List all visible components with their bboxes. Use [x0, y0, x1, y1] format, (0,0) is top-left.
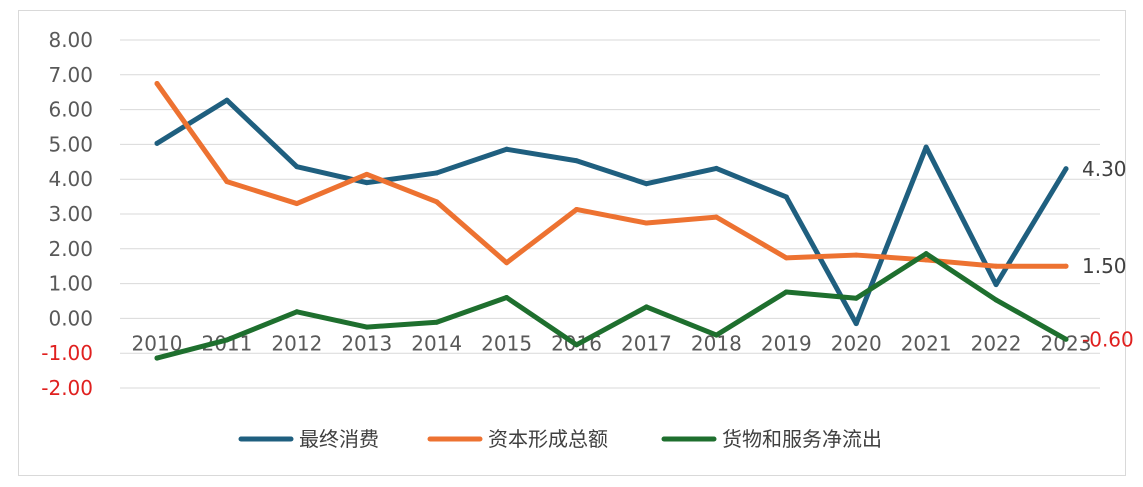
data-point[interactable] — [364, 171, 370, 177]
data-point[interactable] — [643, 181, 649, 187]
y-tick-label: 1.00 — [48, 272, 93, 296]
data-point[interactable] — [713, 165, 719, 171]
data-point[interactable] — [364, 180, 370, 186]
data-point[interactable] — [504, 146, 510, 152]
data-point[interactable] — [294, 201, 300, 207]
x-tick-label: 2023 — [1041, 331, 1092, 355]
x-tick-label: 2021 — [901, 331, 952, 355]
data-point[interactable] — [154, 81, 160, 86]
x-tick-label: 2017 — [621, 331, 672, 355]
data-point[interactable] — [993, 297, 999, 303]
x-tick-label: 2015 — [481, 331, 532, 355]
y-tick-label: 3.00 — [48, 202, 93, 226]
data-point[interactable] — [923, 257, 929, 263]
data-point[interactable] — [783, 194, 789, 200]
data-label: 1.50 — [1082, 254, 1127, 278]
data-point[interactable] — [643, 304, 649, 310]
x-tick-label: 2020 — [831, 331, 882, 355]
y-tick-label: 7.00 — [48, 63, 93, 87]
data-point[interactable] — [294, 164, 300, 170]
data-point[interactable] — [154, 140, 160, 146]
y-tick-label: 5.00 — [48, 132, 93, 156]
data-point[interactable] — [434, 170, 440, 176]
data-label: -0.60 — [1082, 327, 1134, 351]
x-tick-label: 2013 — [341, 331, 392, 355]
data-point[interactable] — [783, 289, 789, 295]
y-tick-label: -1.00 — [41, 341, 93, 365]
series-line-1[interactable] — [154, 97, 1069, 327]
data-point[interactable] — [1063, 166, 1069, 172]
legend-label: 最终消费 — [299, 427, 379, 451]
data-point[interactable] — [364, 324, 370, 330]
data-point[interactable] — [923, 144, 929, 150]
data-point[interactable] — [853, 321, 859, 327]
data-point[interactable] — [224, 97, 230, 103]
chart-frame — [18, 10, 1126, 476]
data-point[interactable] — [713, 332, 719, 338]
data-point[interactable] — [434, 319, 440, 325]
legend-label: 资本形成总额 — [488, 427, 608, 451]
y-tick-label: 4.00 — [48, 167, 93, 191]
data-point[interactable] — [434, 199, 440, 205]
y-tick-label: 2.00 — [48, 237, 93, 261]
x-tick-label: 2022 — [971, 331, 1022, 355]
data-point[interactable] — [574, 206, 580, 212]
legend-label: 货物和服务净流出 — [722, 427, 882, 451]
data-point[interactable] — [154, 355, 160, 361]
y-tick-label: 0.00 — [48, 306, 93, 330]
x-tick-label: 2014 — [411, 331, 462, 355]
data-point[interactable] — [504, 295, 510, 301]
x-tick-label: 2012 — [271, 331, 322, 355]
data-point[interactable] — [643, 220, 649, 226]
data-point[interactable] — [504, 260, 510, 266]
x-tick-label: 2019 — [761, 331, 812, 355]
data-point[interactable] — [294, 309, 300, 315]
data-point[interactable] — [993, 263, 999, 269]
data-point[interactable] — [853, 252, 859, 258]
data-point[interactable] — [853, 295, 859, 301]
data-point[interactable] — [224, 179, 230, 185]
data-point[interactable] — [574, 158, 580, 164]
y-tick-label: 8.00 — [48, 28, 93, 52]
data-point[interactable] — [574, 342, 580, 348]
y-tick-label: 6.00 — [48, 98, 93, 122]
y-tick-label: -2.00 — [41, 376, 93, 400]
data-point[interactable] — [1063, 336, 1069, 342]
data-point[interactable] — [713, 214, 719, 220]
data-point[interactable] — [923, 251, 929, 257]
data-point[interactable] — [783, 255, 789, 261]
data-point[interactable] — [993, 282, 999, 288]
data-point[interactable] — [224, 337, 230, 343]
data-label: 4.30 — [1082, 157, 1127, 181]
data-point[interactable] — [1063, 263, 1069, 269]
series-line-3[interactable] — [154, 251, 1069, 361]
